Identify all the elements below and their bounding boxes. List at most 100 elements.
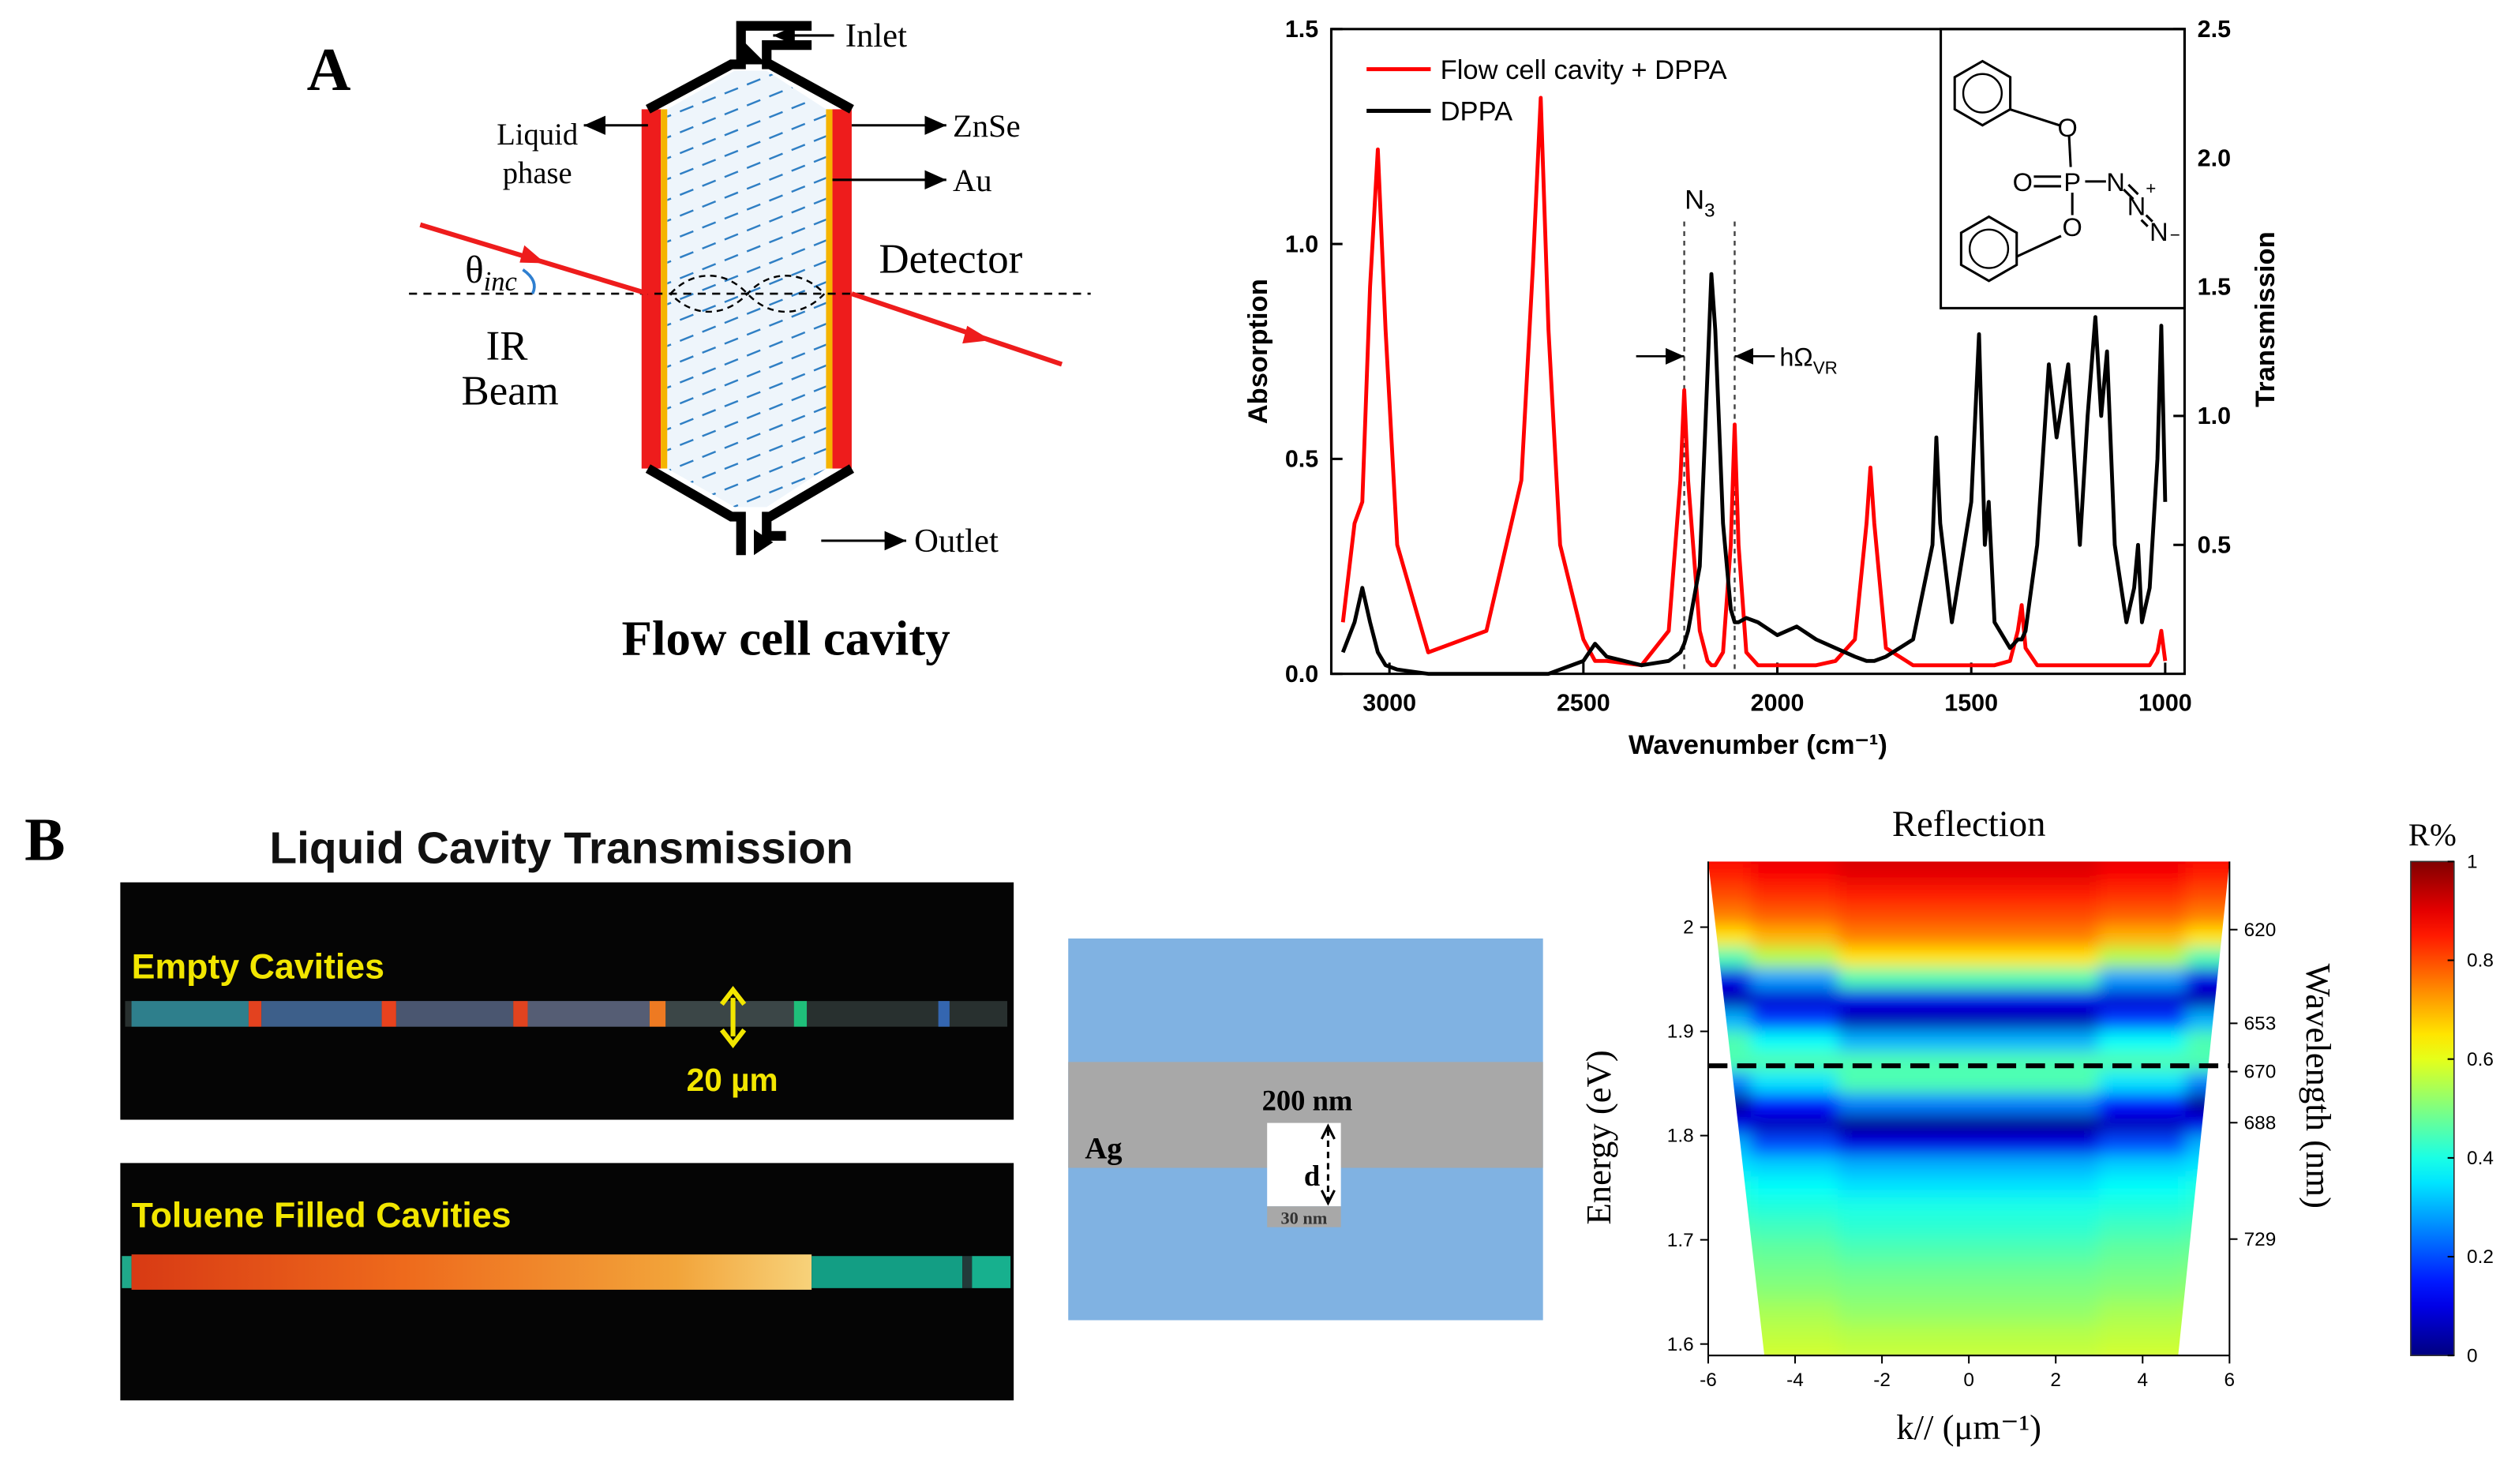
atom-label: P (2063, 168, 2081, 197)
y2-tick-label: 653 (2244, 1014, 2277, 1035)
heatmap-cell (2098, 1322, 2187, 1345)
hatch-line (667, 152, 826, 226)
heatmap-cell (1925, 864, 2014, 886)
photo-label: Empty Cavities (132, 948, 384, 987)
heatmap-cell (2011, 1051, 2101, 1074)
heatmap-cell (1838, 905, 1927, 928)
heatmap-cell (1925, 1134, 2014, 1158)
angle-arc (522, 268, 536, 294)
heatmap-cell (1838, 1156, 1927, 1179)
cavity-segment (131, 1001, 249, 1027)
heatmap-cell (2185, 884, 2230, 908)
heatmap-cell (2185, 905, 2230, 928)
hatch-line (667, 360, 826, 434)
heatmap-cell (2011, 926, 2101, 949)
hatch-line (667, 276, 826, 351)
photo-title: Liquid Cavity Transmission (269, 823, 853, 873)
x-tick-label: 4 (2137, 1370, 2148, 1391)
heatmap-cell (1750, 1280, 1840, 1303)
heatmap-cell (1925, 1030, 2014, 1054)
ir-beam (850, 291, 1063, 367)
detector-label: Detector (879, 237, 1022, 283)
y-axis-label: Energy (eV) (1579, 1050, 1618, 1224)
bond (2123, 188, 2135, 200)
heatmap-cell (1750, 1260, 1840, 1283)
heatmap-cell (1838, 1176, 1927, 1199)
panel-label: A (307, 36, 351, 103)
heatmap-cell (2185, 864, 2230, 886)
heatmap-cell (2098, 1343, 2187, 1356)
heatmap-cell (1838, 968, 1927, 991)
hatch-line (667, 380, 826, 455)
heatmap-cell (1838, 988, 1927, 1012)
heatmap-cell (1750, 1176, 1840, 1199)
aromatic-circle (1962, 73, 2003, 114)
x-tick-label: -2 (1873, 1370, 1891, 1391)
heatmap-cell (1925, 1343, 2014, 1356)
aromatic-circle (1968, 228, 2010, 269)
y-tick-label: 1.9 (1667, 1021, 1694, 1043)
phenyl-ring (1959, 215, 2018, 283)
x-tick-label: -4 (1786, 1370, 1804, 1391)
heatmap-cell (1925, 884, 2014, 908)
heatmap-cell (2098, 1280, 2187, 1303)
heatmap-cell (2098, 864, 2187, 886)
heatmap-cell (2098, 905, 2187, 928)
hatch-line (667, 214, 826, 289)
heatmap-cells (1707, 861, 2230, 1356)
x-tick-label: 0 (1963, 1370, 1974, 1391)
heatmap-cell (1925, 861, 2014, 866)
bond (2127, 183, 2139, 196)
y2-tick-label: 2.0 (2198, 144, 2231, 171)
heatmap-cell (2011, 861, 2101, 866)
heatmap-cell (1750, 861, 1840, 866)
heatmap-cell (2098, 1156, 2187, 1179)
heatmap-cell (1838, 1322, 1927, 1345)
hatch-line (667, 130, 826, 205)
heatmap-cell (2098, 1072, 2187, 1095)
au-label: Au (953, 163, 992, 198)
heatmap-cell (2098, 988, 2187, 1012)
heatmap-cell (2011, 1260, 2101, 1283)
cavity-segment (972, 1256, 1011, 1288)
heatmap-cell (1925, 968, 2014, 991)
colorbar-tick-label: 0.2 (2467, 1246, 2494, 1268)
cavity-segment (261, 1001, 382, 1027)
heatmap-cell (2011, 1239, 2101, 1262)
heatmap-area (1707, 861, 2230, 1356)
cavity-edge (513, 1001, 528, 1027)
cavity-photo: Liquid Cavity Transmission Empty Cavitie… (120, 823, 1014, 1401)
x-tick-label: 3000 (1362, 689, 1416, 716)
heatmap-cell (2098, 1239, 2187, 1262)
bond (2140, 219, 2149, 227)
heatmap-cell (1838, 1010, 1927, 1032)
heatmap-cell (2098, 1010, 2187, 1032)
heatmap-cell (1750, 1030, 1840, 1054)
cavity-edge (248, 1001, 262, 1027)
heatmap-cell (1838, 1092, 1927, 1116)
colorbar (2410, 860, 2455, 1357)
y2-tick-label: 2.5 (2198, 16, 2231, 43)
heatmap-cell (2098, 926, 2187, 949)
heatmap-cell (1707, 905, 1753, 928)
atom-label: N (2150, 218, 2168, 246)
hatch-line (667, 234, 826, 309)
atom-label: + (2146, 178, 2156, 198)
heatmap-cell (1750, 1092, 1840, 1116)
hatch-line (667, 464, 826, 508)
heatmap-cell (1750, 884, 1840, 908)
y-axis-label: Absorption (1243, 279, 1273, 424)
phenyl-ring (1953, 59, 2012, 127)
angle-label: θinc (465, 249, 517, 297)
y2-tick-label: 620 (2244, 920, 2277, 941)
panel-label: B (24, 805, 66, 873)
heatmap-cell (1925, 1156, 2014, 1179)
heatmap-cell (2011, 1072, 2101, 1095)
heatmap-cell (1925, 1280, 2014, 1303)
flow-cell-diagram: A Inlet Liquid phase ZnSe (307, 17, 1091, 665)
hatch-line (667, 318, 826, 393)
hatch-line (667, 70, 826, 143)
heatmap-cell (2011, 1092, 2101, 1116)
atom-label: − (2170, 225, 2180, 245)
liquid-region (667, 70, 826, 508)
